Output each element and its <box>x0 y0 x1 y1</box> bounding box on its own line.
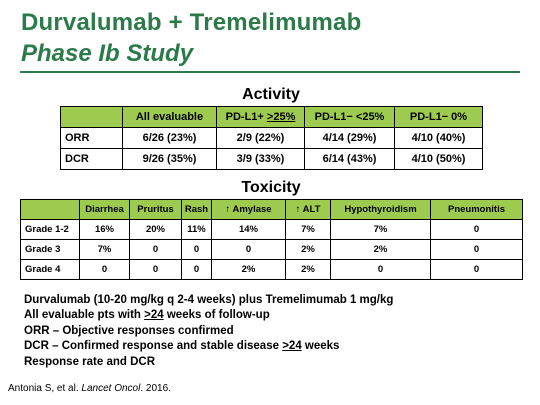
table-row: ORR 6/26 (23%) 2/9 (22%) 4/14 (29%) 4/10… <box>60 127 483 149</box>
table-row: Grade 4 0 0 0 2% 2% 0 0 <box>20 259 523 280</box>
table-cell: 0 <box>181 239 212 260</box>
toxicity-heading: Toxicity <box>241 179 301 196</box>
activity-col-all-evaluable: All evaluable <box>122 106 217 128</box>
citation: Antonia S, et al. Lancet Oncol. 2016. <box>8 383 171 394</box>
table-cell: 6/14 (43%) <box>304 148 395 170</box>
table-cell: 7% <box>79 239 130 260</box>
toxicity-table: Diarrhea Pruritus Rash ↑ Amylase ↑ ALT H… <box>20 199 523 280</box>
note-text: All evaluable pts with <box>24 309 145 322</box>
activity-table: All evaluable PD-L1+ >25% PD-L1− <25% PD… <box>60 106 483 170</box>
table-cell: 2% <box>211 259 286 280</box>
toxicity-col: Hypothyroidism <box>330 199 431 220</box>
toxicity-col: Rash <box>181 199 212 220</box>
row-label: Grade 1-2 <box>20 219 80 240</box>
col-label: PD-L1+ <box>225 111 267 123</box>
note-line: Response rate and DCR <box>24 355 156 368</box>
row-label: Grade 4 <box>20 259 80 280</box>
table-cell: 4/10 (40%) <box>394 127 483 149</box>
toxicity-col: Pruritus <box>129 199 182 220</box>
citation-authors: Antonia S, et al. <box>8 383 82 394</box>
toxicity-col: ↑ ALT <box>285 199 331 220</box>
row-label: DCR <box>60 148 123 170</box>
table-cell: 4/14 (29%) <box>304 127 395 149</box>
table-cell: 0 <box>79 259 130 280</box>
table-cell: 0 <box>211 239 286 260</box>
row-label: ORR <box>60 127 123 149</box>
table-cell: 20% <box>129 219 182 240</box>
table-row: Grade 1-2 16% 20% 11% 14% 7% 7% 0 <box>20 219 523 240</box>
table-cell: 7% <box>330 219 431 240</box>
toxicity-col: ↑ Amylase <box>211 199 286 220</box>
table-cell: 0 <box>430 259 523 280</box>
note-line: Durvalumab (10-20 mg/kg q 2-4 weeks) plu… <box>24 294 394 306</box>
table-row: Grade 3 7% 0 0 0 2% 2% 0 <box>20 239 523 260</box>
activity-col-pdl1-neg-25: PD-L1− <25% <box>304 106 395 128</box>
note-line: All evaluable pts with >24 weeks of foll… <box>24 308 393 323</box>
note-line: ORR – Objective responses confirmed <box>24 324 234 337</box>
title-divider <box>20 71 520 73</box>
notes-block: Durvalumab (10-20 mg/kg q 2-4 weeks) plu… <box>24 293 393 370</box>
table-cell: 11% <box>181 219 212 240</box>
note-text: weeks <box>301 340 340 353</box>
table-cell: 0 <box>430 219 523 240</box>
table-cell: 0 <box>330 259 431 280</box>
slide-subtitle: Phase Ib Study <box>21 40 194 67</box>
table-cell: 0 <box>181 259 212 280</box>
table-cell: 0 <box>430 239 523 260</box>
citation-journal: Lancet Oncol <box>81 383 141 394</box>
col-threshold: >25% <box>266 111 296 123</box>
activity-corner-cell <box>60 106 123 128</box>
table-cell: 16% <box>79 219 130 240</box>
table-cell: 6/26 (23%) <box>122 127 217 149</box>
table-cell: 14% <box>211 219 286 240</box>
toxicity-col: Diarrhea <box>79 199 130 220</box>
table-cell: 2% <box>330 239 431 260</box>
table-cell: 0 <box>129 239 182 260</box>
note-threshold: >24 <box>282 340 302 353</box>
note-threshold: >24 <box>144 309 164 322</box>
table-cell: 0 <box>129 259 182 280</box>
table-cell: 3/9 (33%) <box>216 148 305 170</box>
table-cell: 9/26 (35%) <box>122 148 217 170</box>
activity-col-pdl1-pos: PD-L1+ >25% <box>216 106 305 128</box>
table-cell: 2% <box>285 259 331 280</box>
toxicity-corner-cell <box>20 199 80 220</box>
activity-header-row: All evaluable PD-L1+ >25% PD-L1− <25% PD… <box>60 106 483 128</box>
activity-heading: Activity <box>242 86 300 103</box>
table-cell: 4/10 (50%) <box>394 148 483 170</box>
table-cell: 2% <box>285 239 331 260</box>
note-text: DCR – Confirmed response and stable dise… <box>24 340 283 353</box>
toxicity-col: Pneumonitis <box>430 199 523 220</box>
table-cell: 2/9 (22%) <box>216 127 305 149</box>
table-row: DCR 9/26 (35%) 3/9 (33%) 6/14 (43%) 4/10… <box>60 148 483 170</box>
note-line: DCR – Confirmed response and stable dise… <box>24 339 393 354</box>
slide-title: Durvalumab + Tremelimumab <box>21 9 362 36</box>
table-cell: 7% <box>285 219 331 240</box>
toxicity-header-row: Diarrhea Pruritus Rash ↑ Amylase ↑ ALT H… <box>20 199 523 220</box>
row-label: Grade 3 <box>20 239 80 260</box>
citation-year: . 2016. <box>140 383 171 394</box>
note-text: weeks of follow-up <box>163 309 270 322</box>
activity-col-pdl1-neg-0: PD-L1− 0% <box>394 106 483 128</box>
